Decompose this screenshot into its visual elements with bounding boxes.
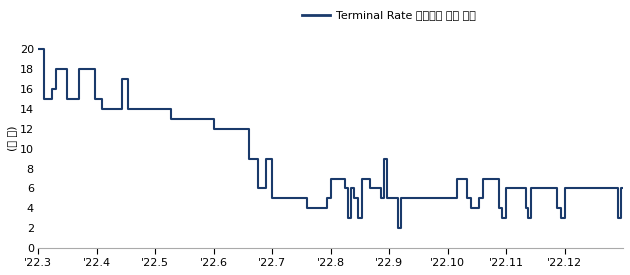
Legend: Terminal Rate 확정까지 남은 기간: Terminal Rate 확정까지 남은 기간	[298, 6, 480, 25]
Y-axis label: (개 월): (개 월)	[7, 126, 17, 151]
